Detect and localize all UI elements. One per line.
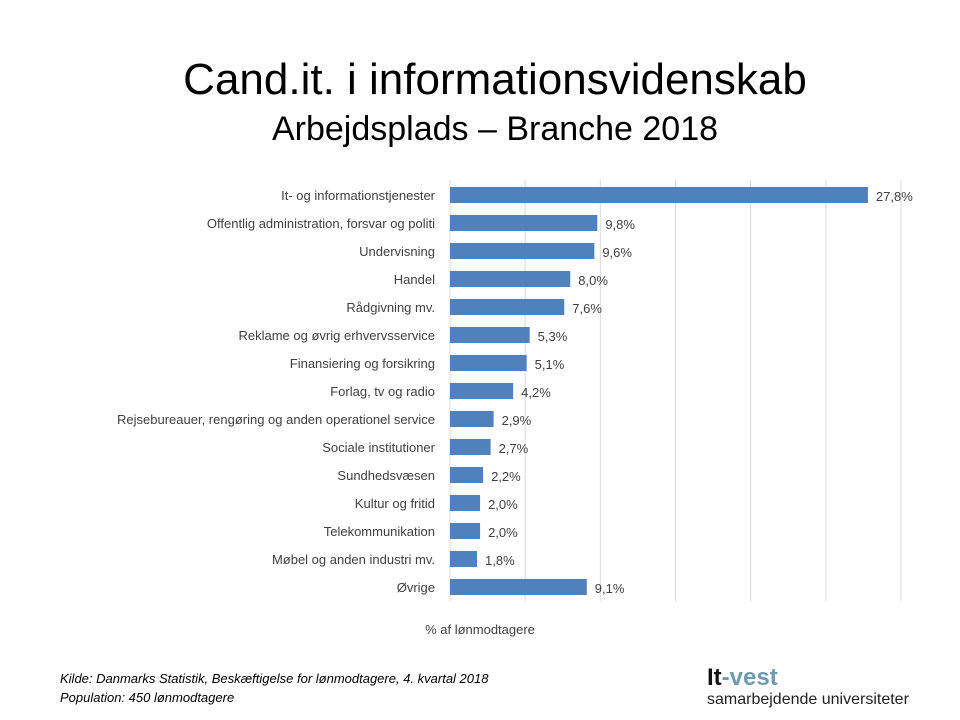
data-label: 9,1% [595, 581, 625, 596]
data-label: 2,0% [488, 525, 518, 540]
category-label: Øvrige [397, 580, 435, 595]
source-text: Kilde: Danmarks Statistik, Beskæftigelse… [60, 671, 489, 686]
category-label: Kultur og fritid [355, 496, 435, 511]
data-label: 9,8% [605, 217, 635, 232]
chart-subtitle: Arbejdsplads – Branche 2018 [271, 110, 719, 148]
bar [450, 467, 484, 483]
data-label: 9,6% [602, 245, 632, 260]
x-axis-label: % af lønmodtagere [425, 622, 535, 637]
category-label: Rejsebureauer, rengøring og anden operat… [117, 412, 435, 427]
data-label: 2,0% [488, 497, 518, 512]
bar [450, 355, 527, 371]
data-label: 7,6% [572, 301, 602, 316]
category-label: Reklame og øvrig erhvervsservice [238, 328, 435, 343]
bar [450, 243, 595, 259]
source-note: Kilde: Danmarks Statistik, Beskæftigelse… [60, 669, 488, 707]
population-text: Population: 450 lønmodtagere [60, 690, 235, 705]
category-label: Forlag, tv og radio [330, 384, 435, 399]
it-vest-logo: It-vest samarbejdende universiteter [707, 665, 909, 709]
bar [450, 551, 478, 567]
category-label: Finansiering og forsikring [290, 356, 435, 371]
bar [450, 523, 481, 539]
category-label: Offentlig administration, forsvar og pol… [207, 216, 435, 231]
bar [450, 383, 514, 399]
category-label: Sundhedsvæsen [337, 468, 435, 483]
data-label: 8,0% [578, 273, 608, 288]
data-label: 27,8% [876, 189, 913, 204]
bar [450, 495, 481, 511]
data-label: 2,9% [502, 413, 532, 428]
data-label: 5,1% [535, 357, 565, 372]
data-label: 2,2% [491, 469, 521, 484]
category-label: It- og informationstjenester [281, 188, 436, 203]
chart-title: Cand.it. i informationsvidenskab [183, 55, 807, 104]
bar [450, 439, 491, 455]
logo-tagline: samarbejdende universiteter [707, 691, 909, 708]
bar [450, 299, 565, 315]
bar [450, 271, 571, 287]
category-label: Møbel og anden industri mv. [272, 552, 435, 567]
category-label: Rådgivning mv. [346, 300, 435, 315]
data-label: 2,7% [499, 441, 529, 456]
category-label: Undervisning [359, 244, 435, 259]
data-label: 1,8% [485, 553, 515, 568]
category-label: Sociale institutioner [322, 440, 435, 455]
bar [450, 579, 587, 595]
data-label: 5,3% [538, 329, 568, 344]
logo-vest: -vest [721, 664, 778, 691]
data-label: 4,2% [521, 385, 551, 400]
category-label: Telekommunikation [324, 524, 435, 539]
logo-it: It [707, 664, 722, 691]
bar [450, 187, 868, 203]
category-label: Handel [394, 272, 435, 287]
bar [450, 327, 530, 343]
bar [450, 215, 598, 231]
bar [450, 411, 494, 427]
